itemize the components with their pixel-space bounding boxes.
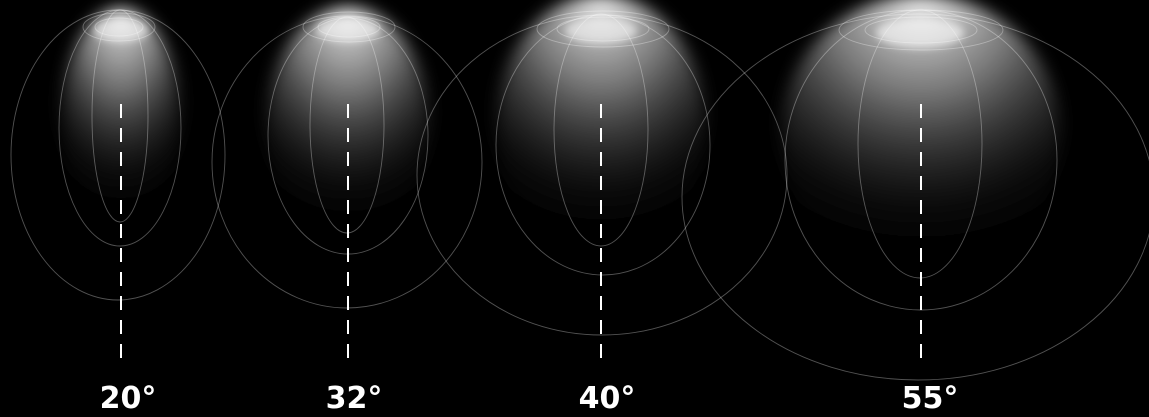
beam-3-lens-outer	[536, 10, 670, 48]
beam-1: 20°	[10, 8, 226, 416]
beam-3-angle-label: 40°	[579, 381, 636, 416]
beam-2: 32°	[211, 7, 483, 416]
beam-4-angle-label: 55°	[902, 381, 959, 416]
beam-2-angle-label: 32°	[326, 381, 383, 416]
beam-3: 40°	[416, 0, 788, 416]
beam-4-contour-outer	[681, 13, 1149, 381]
beam-2-lens-outer	[302, 11, 396, 43]
beam-1-contour-outer	[10, 9, 226, 301]
beam-4-lens-outer	[838, 9, 1004, 51]
beam-2-lens-inner	[317, 16, 381, 38]
beam-2-hotspot	[316, 18, 380, 42]
beam-1-contour-middle	[58, 9, 182, 247]
beam-3-lens-inner	[556, 16, 650, 42]
beam-3-glow	[496, 0, 706, 255]
beam-4: 55°	[681, 0, 1149, 416]
beam-1-hotspot	[93, 18, 149, 42]
beam-1-angle-label: 20°	[100, 381, 157, 416]
beam-3-contour-inner	[553, 13, 649, 247]
beam-2-glow	[266, 7, 430, 243]
beam-1-lens-outer	[82, 12, 156, 42]
beam-4-hotspot	[876, 18, 964, 48]
beam-1-contour-inner	[91, 9, 149, 223]
beam-3-hotspot	[565, 18, 637, 44]
beam-3-contour-middle	[495, 14, 711, 276]
beam-4-lens-inner	[864, 16, 978, 44]
beam-1-lens-inner	[94, 17, 144, 37]
